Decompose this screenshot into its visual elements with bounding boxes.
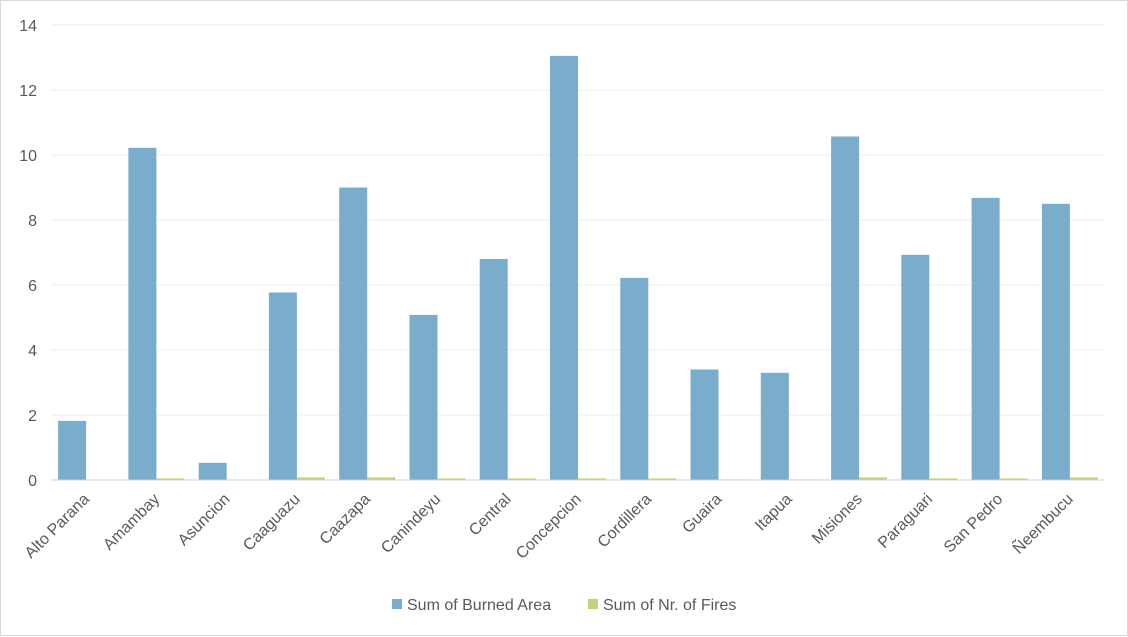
bar-burned-area	[58, 421, 86, 480]
bar-burned-area	[480, 259, 508, 480]
x-category-label: Misiones	[809, 491, 866, 548]
bar-burned-area	[410, 315, 438, 480]
x-category-label: Caazapa	[317, 491, 374, 548]
legend-label: Sum of Nr. of Fires	[603, 597, 736, 614]
x-category-label: Asuncion	[175, 491, 234, 550]
bar-burned-area	[691, 370, 719, 481]
bar-burned-area	[831, 137, 859, 481]
y-tick-label: 4	[28, 343, 37, 360]
legend-swatch	[588, 599, 598, 609]
y-tick-label: 10	[19, 148, 37, 165]
bar-burned-area	[199, 463, 227, 480]
x-category-label: Paraguari	[875, 491, 936, 552]
x-category-label: Itapua	[752, 491, 796, 535]
bar-burned-area	[269, 293, 297, 481]
y-tick-label: 14	[19, 18, 37, 35]
y-tick-label: 2	[28, 408, 37, 425]
y-tick-label: 8	[28, 213, 37, 230]
x-category-label: Central	[466, 491, 514, 539]
y-axis-ticks: 0 2 4 6 8 10 12 14	[19, 18, 37, 490]
x-category-label: Ñeembucu	[1008, 489, 1077, 558]
bar-burned-area	[339, 188, 367, 481]
bar-burned-area	[901, 255, 929, 480]
bar-burned-area	[761, 373, 789, 480]
bar-burned-area	[972, 198, 1000, 480]
bar-burned-area	[550, 56, 578, 480]
y-tick-label: 0	[28, 473, 37, 490]
y-tick-label: 12	[19, 83, 37, 100]
x-category-label: Cordillera	[595, 491, 656, 552]
x-category-label: San Pedro	[941, 491, 1007, 557]
x-category-label: Alto Parana	[22, 491, 93, 562]
legend: Sum of Burned Area Sum of Nr. of Fires	[392, 597, 736, 614]
x-category-label: Canindeyu	[378, 491, 444, 557]
y-tick-label: 6	[28, 278, 37, 295]
bar-burned-area	[1042, 204, 1070, 480]
bar-burned-area	[128, 148, 156, 480]
x-category-label: Caaguazu	[240, 491, 304, 555]
bar-burned-area	[620, 278, 648, 480]
x-category-label: Concepcion	[513, 491, 585, 563]
x-category-label: Amambay	[100, 491, 163, 554]
x-category-label: Guaira	[679, 491, 725, 537]
bars	[58, 56, 1098, 480]
legend-swatch	[392, 599, 402, 609]
legend-label: Sum of Burned Area	[407, 597, 551, 614]
